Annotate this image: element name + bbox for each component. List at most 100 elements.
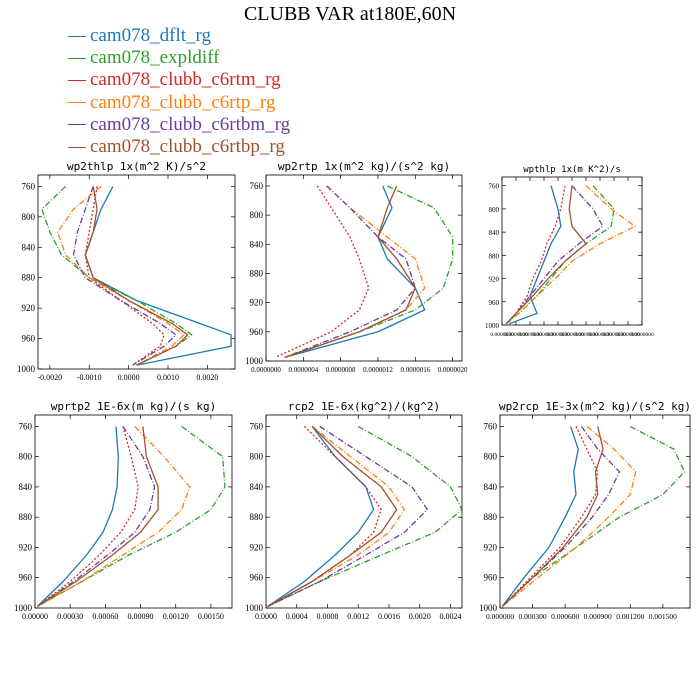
x-tick-label: 0.001500 [649,612,677,621]
y-tick-label: 880 [484,512,498,522]
x-tick-label: 0.0000000 [504,332,528,338]
y-tick-label: 880 [19,512,33,522]
x-tick-label: 0.0000012 [363,366,393,374]
subplot-title: wp2rcp 1E-3x(m^2 kg)/(s^2 kg) [499,400,691,413]
legend-swatch [68,79,86,81]
subplot: wp2rcp 1E-3x(m^2 kg)/(s^2 kg)760 800 840 88… [479,400,691,621]
x-tick-label: 0.0000000 [574,332,598,338]
legend: cam078_dflt_rg cam078_expldiff cam078_cl… [68,25,290,158]
plot-frame [499,414,691,609]
subplot: wprtp2 1E-6x(m kg)/(s kg) 760 800 840 880 920… [14,400,233,621]
x-tick-label: 0.0000008 [326,366,356,374]
x-tick-label: 0.00000 [22,612,48,621]
subplot-title: wp2thlp 1x(m^2 K)/s^2 [67,160,206,173]
x-tick-label: 0.0000000 [630,332,654,338]
x-tick-label: 0.0012 [347,612,369,621]
subplot-title: rcp2 1E-6x(kg^2)/(kg^2) [288,400,440,413]
series-line [284,185,426,359]
legend-swatch [68,57,86,59]
legend-item: cam078_dflt_rg [68,25,290,47]
series-line [84,186,165,366]
legend-item: cam078_clubb_c6rtm_rg [68,69,290,91]
x-tick-label: 0.0000000 [251,366,281,374]
y-tick-label: 840 [22,242,36,252]
y-tick-label: 960 [250,573,264,583]
plot-frame [34,414,233,609]
y-tick-label: 920 [250,542,264,552]
series-line [284,185,416,359]
y-tick-label: 920 [484,542,498,552]
x-tick-label: 0.0010 [157,373,179,382]
y-tick-label: 1000 [14,603,33,613]
series-line [505,185,566,325]
y-tick-label: 760 [250,181,264,191]
x-tick-label: 0.0000 [118,373,140,382]
x-tick-label: 0.0004 [286,612,308,621]
x-tick-label: 0.0000020 [438,366,468,374]
x-tick-label: 0.00090 [128,612,154,621]
subplot-title: wprtp2 1E-6x(m kg)/(s kg) [51,400,217,413]
y-tick-label: 800 [250,452,264,462]
series-line [267,426,375,608]
x-tick-label: 0.0000000 [532,332,556,338]
series-line [36,426,119,607]
subplot-title: wpthlp 1x(m K^2)/s [523,165,621,175]
series-line [501,426,579,607]
subplot-title: wp2rtp 1x(m^2 kg)/(s^2 kg) [278,160,450,173]
x-tick-label: 0.0000004 [288,366,318,374]
series-line [41,185,193,366]
x-tick-label: 0.00030 [57,612,83,621]
y-tick-label: 920 [250,298,264,308]
series-line [267,425,406,608]
x-tick-label: 0.0024 [439,612,461,621]
subplot: wp2thlp 1x(m^2 K)/s^2 760 800 840 880 920 960 1… [17,160,236,382]
legend-swatch [68,124,86,126]
legend-item: cam078_clubb_c6rtbp_rg [68,136,290,158]
series-line [267,425,398,608]
series-line [36,426,159,608]
y-tick-label: 880 [250,512,264,522]
legend-item: cam078_clubb_c6rtp_rg [68,92,290,114]
y-tick-label: 960 [484,573,498,583]
plot-frame [37,174,236,370]
y-tick-label: 1000 [479,603,498,613]
series-line [284,185,454,359]
y-tick-label: 960 [22,334,36,344]
series-line [275,185,370,358]
y-tick-label: 880 [22,273,36,283]
x-tick-label: 0.0008 [316,612,338,621]
y-tick-label: 920 [489,276,500,284]
series-line [505,185,604,325]
series-line [284,185,426,359]
series-line [72,186,177,366]
x-tick-label: 0.0000000 [602,332,626,338]
x-tick-label: 0.00120 [163,612,189,621]
series-line [36,426,139,608]
plot-frame [265,174,463,362]
x-tick-label: 0.0000000 [616,332,640,338]
x-tick-label: 0.00150 [198,612,224,621]
x-tick-label: 0.0000000 [490,332,514,338]
x-tick-label: 0.000900 [584,612,612,621]
y-tick-label: 800 [484,452,498,462]
series-line [505,185,587,325]
series-line [508,185,562,325]
series-line [84,186,189,366]
y-tick-label: 800 [19,452,33,462]
y-tick-label: 920 [22,303,36,313]
x-tick-label: 0.0000000 [546,332,570,338]
y-tick-label: 880 [489,252,500,260]
y-tick-label: 760 [489,183,500,191]
legend-label: cam078_clubb_c6rtbm_rg [90,113,291,135]
y-tick-label: 1000 [485,322,500,330]
x-tick-label: -0.0010 [77,373,102,382]
x-tick-label: 0.0000000 [518,332,542,338]
legend-swatch [68,146,86,148]
legend-label: cam078_clubb_c6rtbp_rg [90,135,285,157]
subplot: wp2rtp 1x(m^2 kg)/(s^2 kg) 760 800 840 880 92… [245,160,468,374]
y-tick-label: 1000 [17,364,36,374]
legend-label: cam078_expldiff [90,47,220,69]
x-tick-label: 0.0000 [255,612,277,621]
x-tick-label: 0.0000000 [588,332,612,338]
x-tick-label: 0.00060 [92,612,118,621]
